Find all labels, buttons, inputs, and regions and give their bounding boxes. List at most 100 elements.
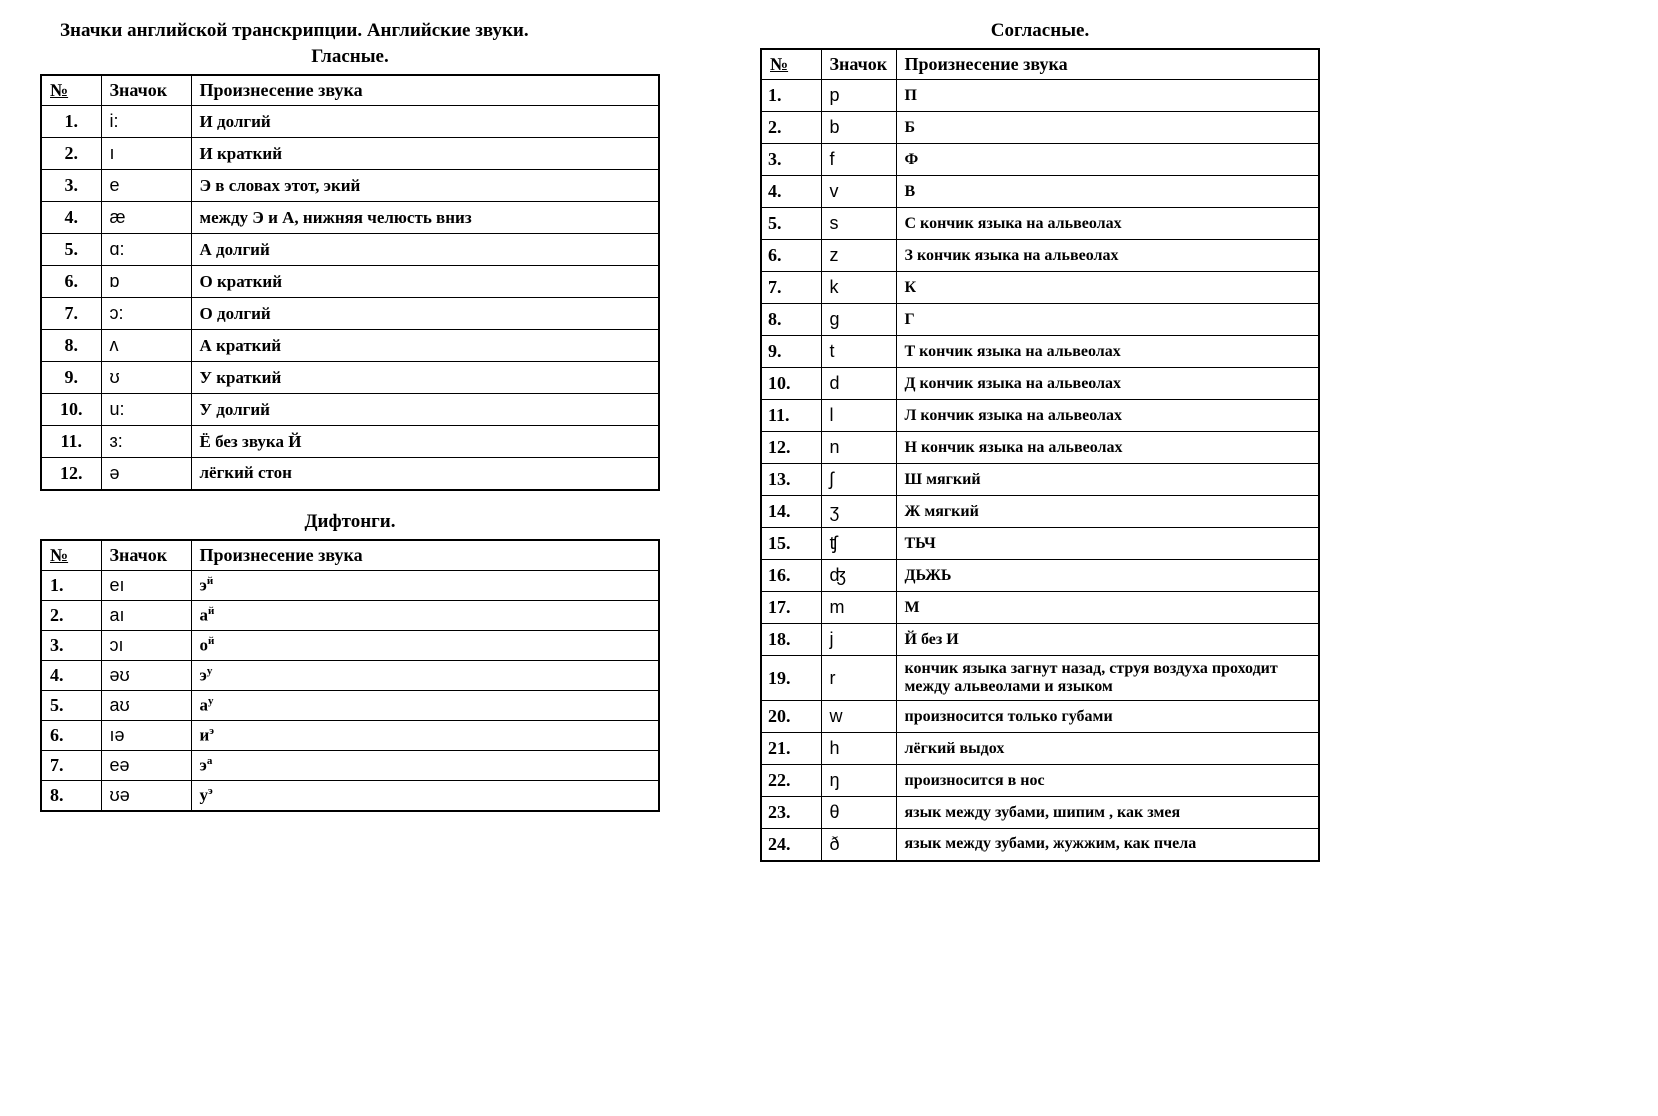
cell-num: 18. <box>761 624 821 656</box>
table-row: 8.ʌА краткий <box>41 330 659 362</box>
header-symbol: Значок <box>101 75 191 106</box>
cell-desc: эу <box>191 660 659 690</box>
cell-symbol: ɒ <box>101 266 191 298</box>
table-header-row: № Значок Произнесение звука <box>761 49 1319 80</box>
cell-desc: С кончик языка на альвеолах <box>896 208 1319 240</box>
table-row: 11.ɜ:Ё без звука Й <box>41 426 659 458</box>
cell-desc: ДЬЖЬ <box>896 560 1319 592</box>
cell-symbol: e <box>101 170 191 202</box>
cell-num: 10. <box>41 394 101 426</box>
cell-symbol: ʒ <box>821 496 896 528</box>
header-symbol: Значок <box>101 540 191 571</box>
cell-desc: Й без И <box>896 624 1319 656</box>
cell-symbol: s <box>821 208 896 240</box>
vowels-table: № Значок Произнесение звука 1.i:И долгий… <box>40 74 660 491</box>
consonants-title: Согласные. <box>760 20 1320 42</box>
cell-num: 9. <box>41 362 101 394</box>
cell-desc: Л кончик языка на альвеолах <box>896 400 1319 432</box>
cell-num: 3. <box>41 630 101 660</box>
cell-symbol: æ <box>101 202 191 234</box>
cell-num: 22. <box>761 765 821 797</box>
cell-symbol: r <box>821 656 896 701</box>
cell-symbol: n <box>821 432 896 464</box>
table-row: 15.ʧТЬЧ <box>761 528 1319 560</box>
cell-symbol: ıə <box>101 720 191 750</box>
cell-desc: О долгий <box>191 298 659 330</box>
table-row: 7.eəэа <box>41 750 659 780</box>
table-row: 20.wпроизносится только губами <box>761 701 1319 733</box>
cell-desc: между Э и А, нижняя челюсть вниз <box>191 202 659 234</box>
cell-num: 9. <box>761 336 821 368</box>
table-row: 6.ıəиэ <box>41 720 659 750</box>
cell-symbol: u: <box>101 394 191 426</box>
cell-desc: эа <box>191 750 659 780</box>
table-row: 11.lЛ кончик языка на альвеолах <box>761 400 1319 432</box>
cell-num: 3. <box>761 144 821 176</box>
cell-symbol: θ <box>821 797 896 829</box>
cell-desc: Ё без звука Й <box>191 426 659 458</box>
cell-desc: Ш мягкий <box>896 464 1319 496</box>
cell-symbol: t <box>821 336 896 368</box>
cell-symbol: ʊə <box>101 780 191 811</box>
header-num: № <box>761 49 821 80</box>
cell-symbol: m <box>821 592 896 624</box>
cell-num: 4. <box>41 202 101 234</box>
cell-num: 15. <box>761 528 821 560</box>
cell-symbol: j <box>821 624 896 656</box>
cell-num: 10. <box>761 368 821 400</box>
cell-num: 7. <box>41 750 101 780</box>
table-row: 12.nН кончик языка на альвеолах <box>761 432 1319 464</box>
cell-desc: ТЬЧ <box>896 528 1319 560</box>
right-column: Согласные. № Значок Произнесение звука 1… <box>760 20 1320 882</box>
table-row: 13.ʃШ мягкий <box>761 464 1319 496</box>
table-row: 3.ɔıой <box>41 630 659 660</box>
cell-num: 4. <box>41 660 101 690</box>
table-row: 6.zЗ кончик языка на альвеолах <box>761 240 1319 272</box>
cell-desc: В <box>896 176 1319 208</box>
cell-num: 7. <box>41 298 101 330</box>
cell-desc: Т кончик языка на альвеолах <box>896 336 1319 368</box>
cell-desc: Б <box>896 112 1319 144</box>
cell-symbol: ɜ: <box>101 426 191 458</box>
cell-desc: А долгий <box>191 234 659 266</box>
cell-desc: У краткий <box>191 362 659 394</box>
table-row: 4.vВ <box>761 176 1319 208</box>
table-row: 9.ʊУ краткий <box>41 362 659 394</box>
table-row: 23.θязык между зубами, шипим , как змея <box>761 797 1319 829</box>
cell-desc: О краткий <box>191 266 659 298</box>
cell-symbol: əʊ <box>101 660 191 690</box>
cell-symbol: h <box>821 733 896 765</box>
cell-desc: кончик языка загнут назад, струя воздуха… <box>896 656 1319 701</box>
cell-num: 3. <box>41 170 101 202</box>
cell-num: 1. <box>41 106 101 138</box>
cell-symbol: l <box>821 400 896 432</box>
cell-num: 6. <box>761 240 821 272</box>
table-row: 4.æмежду Э и А, нижняя челюсть вниз <box>41 202 659 234</box>
cell-desc: язык между зубами, шипим , как змея <box>896 797 1319 829</box>
diphthongs-table: № Значок Произнесение звука 1.eıэй2.aıай… <box>40 539 660 812</box>
cell-desc: Д кончик языка на альвеолах <box>896 368 1319 400</box>
left-column: Значки английской транскрипции. Английск… <box>40 20 660 882</box>
cell-num: 2. <box>41 138 101 170</box>
cell-desc: эй <box>191 570 659 600</box>
table-row: 7.ɔ:О долгий <box>41 298 659 330</box>
cell-num: 23. <box>761 797 821 829</box>
cell-desc: Э в словах этот, экий <box>191 170 659 202</box>
table-row: 5.aʊау <box>41 690 659 720</box>
cell-desc: лёгкий выдох <box>896 733 1319 765</box>
table-row: 2.aıай <box>41 600 659 630</box>
cell-symbol: eı <box>101 570 191 600</box>
cell-num: 4. <box>761 176 821 208</box>
cell-desc: лёгкий стон <box>191 458 659 490</box>
table-row: 12.əлёгкий стон <box>41 458 659 490</box>
table-row: 4.əʊэу <box>41 660 659 690</box>
table-row: 3.fФ <box>761 144 1319 176</box>
cell-desc: ау <box>191 690 659 720</box>
cell-symbol: eə <box>101 750 191 780</box>
cell-num: 5. <box>41 690 101 720</box>
table-row: 21.hлёгкий выдох <box>761 733 1319 765</box>
table-row: 7.kК <box>761 272 1319 304</box>
cell-symbol: d <box>821 368 896 400</box>
cell-num: 11. <box>761 400 821 432</box>
cell-num: 11. <box>41 426 101 458</box>
